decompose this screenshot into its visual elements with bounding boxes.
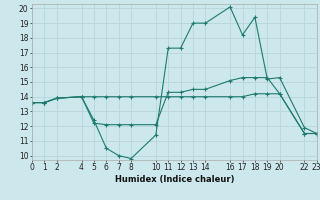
X-axis label: Humidex (Indice chaleur): Humidex (Indice chaleur) [115, 175, 234, 184]
